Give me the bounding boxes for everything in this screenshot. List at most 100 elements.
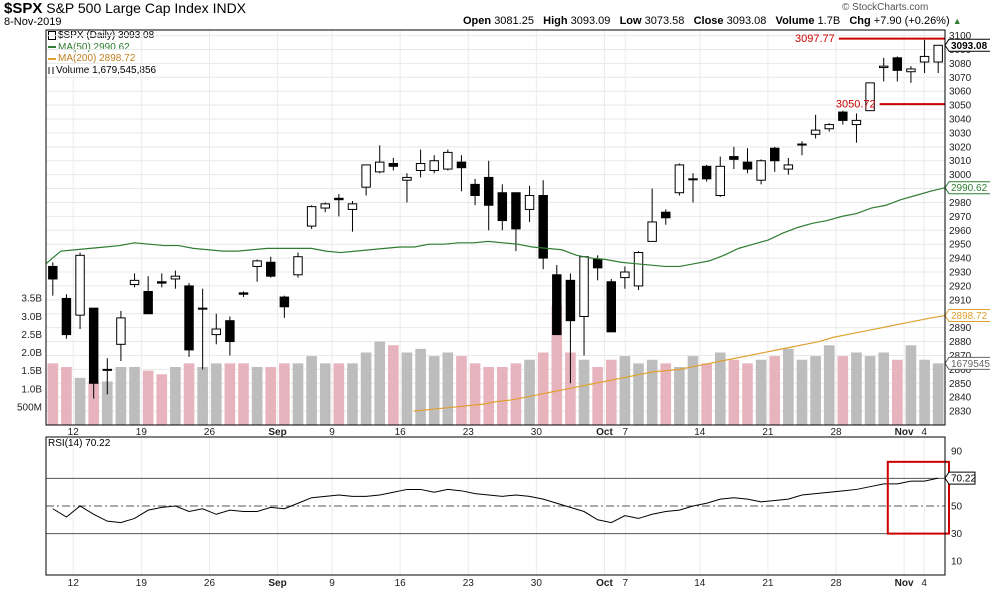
rsi-label: RSI(14) 70.22 — [48, 438, 111, 449]
candle-body — [388, 163, 399, 167]
candle-body — [851, 119, 862, 126]
volume-bar — [932, 363, 944, 425]
price-tick-label: 2940 — [949, 254, 972, 265]
price-tick-label: 2910 — [949, 295, 972, 306]
volume-bar — [347, 363, 358, 425]
price-tick-label: 3040 — [949, 115, 972, 126]
volume-bar — [823, 345, 835, 425]
candle-body — [88, 307, 99, 384]
volume-bar — [238, 363, 249, 425]
price-tick-label: 3030 — [949, 128, 972, 139]
rsi-date-tick-label: 26 — [204, 578, 216, 589]
volume-tick-label: 2.0B — [21, 348, 42, 359]
ma200-line — [413, 314, 946, 412]
volume-bar — [837, 356, 849, 425]
panel-frames — [45, 29, 946, 576]
date-tick-label: 4 — [921, 427, 927, 438]
candle-body — [878, 65, 889, 69]
date-tick-label: 19 — [136, 427, 148, 438]
volume-bar — [292, 363, 304, 425]
value-flag — [944, 356, 990, 370]
ma50-swatch — [48, 46, 56, 49]
candle-body — [742, 161, 753, 170]
volume-bar — [415, 348, 426, 425]
volume-bar — [496, 367, 508, 425]
rsi-tick-label: 10 — [951, 557, 963, 568]
candle-body — [184, 285, 194, 351]
volume-bar — [210, 363, 222, 425]
chg-label: Chg — [849, 15, 871, 27]
volume-bar — [619, 356, 631, 425]
volume-bar — [388, 345, 399, 425]
price-tick-label: 3070 — [949, 73, 972, 84]
candle-body — [715, 165, 725, 197]
candle-body — [538, 195, 548, 259]
volume-bar — [360, 352, 372, 425]
volume-bar — [197, 367, 208, 425]
ma200-swatch — [48, 57, 56, 60]
candle-body — [701, 165, 712, 180]
volume-tick-label: 2.5B — [21, 330, 42, 341]
volume-bar — [306, 356, 317, 425]
candle-body — [116, 317, 126, 345]
volume-bar — [183, 363, 195, 425]
date-tick-label: 14 — [694, 427, 706, 438]
price-tick-label: 2830 — [949, 407, 972, 418]
volume-bar — [605, 359, 617, 425]
rsi-highlight-box — [886, 460, 950, 535]
low-value: 3073.58 — [644, 15, 685, 27]
volume-tick-label: 3.5B — [21, 294, 42, 305]
volume-bars-icon — [48, 66, 54, 74]
candle-body — [157, 281, 167, 284]
rsi-date-tick-label: 14 — [694, 578, 706, 589]
candle-body — [919, 55, 930, 63]
candle-body — [620, 271, 630, 279]
volume-bar — [919, 359, 930, 425]
rsi-date-tick-label: 9 — [329, 578, 335, 589]
high-label: High — [543, 15, 568, 27]
price-tick-label: 3020 — [949, 142, 972, 153]
candle-body — [906, 68, 916, 73]
volume-bar — [783, 348, 794, 425]
rsi-date-tick-label: 12 — [68, 578, 80, 589]
volume-bar — [156, 374, 168, 425]
candle-body — [647, 221, 657, 242]
price-tick-label: 2880 — [949, 337, 972, 348]
volume-bar — [769, 356, 781, 425]
chg-value: +7.90 (+0.26%) — [873, 15, 950, 27]
candle-body — [48, 265, 58, 280]
candle-body — [756, 160, 766, 181]
volume-tick-label: 500M — [17, 402, 42, 413]
price-tick-label: 3050 — [949, 101, 972, 112]
candle-body — [374, 161, 385, 173]
candle-body — [565, 279, 576, 322]
volume-bar — [864, 356, 876, 425]
up-arrow-icon: ▲ — [952, 16, 962, 26]
volume-bar — [524, 359, 535, 425]
volume-bar — [755, 359, 767, 425]
rsi-tick-label: 90 — [951, 446, 963, 457]
volume-bars — [47, 305, 944, 425]
candle-body — [361, 164, 371, 188]
index-name: S&P 500 Large Cap Index — [46, 0, 209, 16]
volume-bar — [47, 363, 59, 425]
candle-body — [497, 192, 508, 222]
rsi-panel — [46, 460, 950, 535]
volume-bar — [483, 367, 495, 425]
axes: 2830284028502860287028802890290029102920… — [17, 31, 990, 589]
rsi-date-tick-label: 23 — [463, 578, 475, 589]
rsi-date-tick-label: Nov — [895, 578, 914, 589]
high-value: 3093.09 — [570, 15, 611, 27]
price-tick-label: 2930 — [949, 268, 972, 279]
candle-body — [933, 44, 943, 63]
legend-ma200: MA(200) 2898.72 — [48, 53, 156, 65]
candle-body — [770, 147, 780, 162]
candle-body — [674, 164, 685, 194]
candle-body — [306, 206, 317, 227]
volume-bar — [537, 352, 549, 425]
candle-body — [552, 274, 562, 336]
candle-body — [688, 178, 698, 181]
volume-bar — [469, 363, 481, 425]
credit: © StockCharts.com — [842, 2, 929, 13]
candle-body — [279, 296, 290, 308]
